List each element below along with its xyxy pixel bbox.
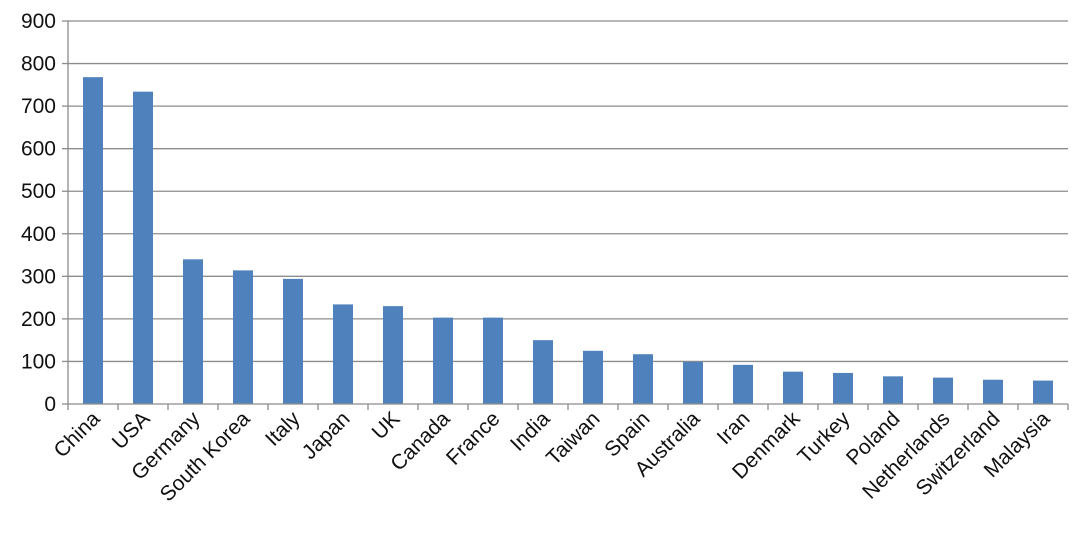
x-tick-label: Japan xyxy=(298,407,355,464)
bar-france xyxy=(483,317,503,404)
y-tick-label: 100 xyxy=(21,350,56,373)
x-tick-label: Iran xyxy=(713,407,755,449)
x-tick-label: China xyxy=(49,407,104,462)
bar-taiwan xyxy=(583,350,603,404)
bar-china xyxy=(83,77,103,404)
bar-denmark xyxy=(783,371,803,404)
y-axis-tick-labels: 0 100 200 300 400 500 600 700 800 900 xyxy=(21,10,56,416)
bar-spain xyxy=(633,354,653,404)
y-tick-label: 900 xyxy=(21,10,56,33)
y-tick-label: 0 xyxy=(44,393,56,416)
bar-iran xyxy=(733,364,753,404)
bar-japan xyxy=(333,304,353,404)
x-tick-label: Italy xyxy=(261,407,305,451)
axes xyxy=(67,21,1069,410)
x-tick-label: UK xyxy=(368,407,405,444)
y-tick-label: 300 xyxy=(21,265,56,288)
y-tick-label: 500 xyxy=(21,180,56,203)
bar-australia xyxy=(683,361,703,404)
bar-south-korea xyxy=(233,270,253,404)
x-tick-label: France xyxy=(442,407,504,469)
y-tick-label: 400 xyxy=(21,223,56,246)
y-tick-label: 700 xyxy=(21,95,56,118)
y-tick-label: 600 xyxy=(21,138,56,161)
bar-usa xyxy=(133,91,153,405)
bars xyxy=(83,77,1053,405)
bar-malaysia xyxy=(1033,380,1053,404)
bar-italy xyxy=(283,278,303,404)
x-tick-label: Taiwan xyxy=(542,407,604,469)
bar-uk xyxy=(383,306,403,404)
bar-switzerland xyxy=(983,379,1003,404)
bar-poland xyxy=(883,376,903,404)
bar-germany xyxy=(183,259,203,404)
gridlines xyxy=(62,20,1068,405)
bar-india xyxy=(533,340,553,404)
x-tick-label: Turkey xyxy=(793,407,854,468)
bar-netherlands xyxy=(933,377,953,404)
bar-canada xyxy=(433,317,453,404)
y-tick-label: 800 xyxy=(21,53,56,76)
y-tick-label: 200 xyxy=(21,308,56,331)
bar-turkey xyxy=(833,372,853,404)
